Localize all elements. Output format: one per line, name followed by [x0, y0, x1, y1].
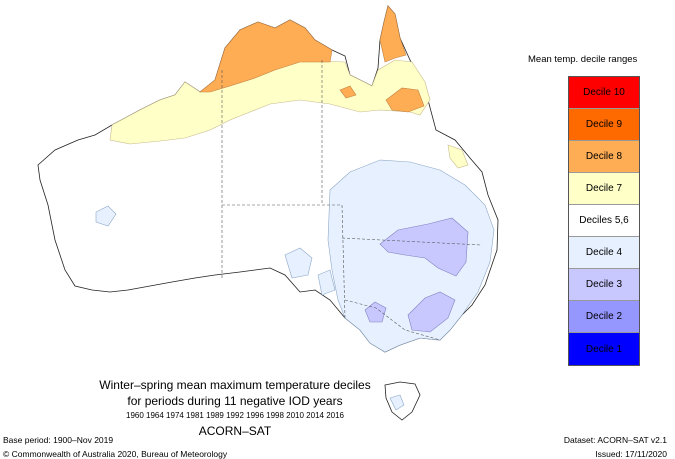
- legend-label: Decile 4: [585, 247, 623, 258]
- legend-label: Decile 7: [585, 183, 623, 194]
- decile-3-region-inland-nsw: [379, 217, 469, 277]
- legend-label: Decile 2: [585, 311, 623, 322]
- dataset-version: Dataset: ACORN–SAT v2.1: [563, 435, 667, 445]
- legend-row: Decile 3: [569, 269, 639, 301]
- legend-label: Decile 8: [585, 151, 623, 162]
- legend-label: Decile 10: [583, 87, 625, 98]
- iod-years: 1960 1964 1974 1981 1989 1992 1996 1998 …: [126, 411, 344, 420]
- legend-label: Decile 3: [585, 279, 623, 290]
- map-title: Winter–spring mean maximum temperature d…: [99, 378, 371, 392]
- legend-title: Mean temp. decile ranges: [528, 54, 638, 65]
- decile-4-region-wa-interior: [95, 205, 117, 227]
- decile-4-region-sa-coast: [284, 247, 313, 279]
- decile-8-region-cape-york: [379, 5, 407, 63]
- decile-8-region-kimberley-top-end: [199, 19, 333, 93]
- dataset-name: ACORN–SAT: [198, 424, 272, 438]
- base-period: Base period: 1900–Nov 2019: [3, 435, 114, 445]
- legend-row: Decile 10: [569, 77, 639, 109]
- legend-row: Decile 1: [569, 333, 639, 365]
- decile-3-region-victoria: [407, 291, 456, 333]
- legend-row: Decile 8: [569, 141, 639, 173]
- legend-label: Decile 9: [585, 119, 623, 130]
- decile-7-region-east-coast: [447, 144, 469, 169]
- legend-label: Decile 1: [585, 343, 623, 355]
- issued-date: Issued: 17/11/2020: [595, 449, 667, 459]
- legend-row: Decile 7: [569, 173, 639, 205]
- copyright: © Commonwealth of Australia 2020, Bureau…: [3, 449, 228, 459]
- state-borders: [221, 60, 483, 341]
- decile-4-region-tasmania: [389, 394, 405, 411]
- decile-3-region-sa-southeast: [364, 301, 387, 323]
- legend-row: Decile 4: [569, 237, 639, 269]
- decile-8-region-small: [339, 85, 357, 99]
- decile-4-region-eyre: [317, 269, 336, 296]
- legend-row: Decile 9: [569, 109, 639, 141]
- legend: Decile 10 Decile 9 Decile 8 Decile 7 Deciles…: [568, 76, 640, 366]
- map-subtitle: for periods during 11 negative IOD years: [127, 394, 343, 408]
- decile-8-region-gulf: [385, 87, 425, 113]
- legend-label: Deciles 5,6: [579, 215, 629, 226]
- legend-row: Deciles 5,6: [569, 205, 639, 237]
- legend-row: Decile 2: [569, 301, 639, 333]
